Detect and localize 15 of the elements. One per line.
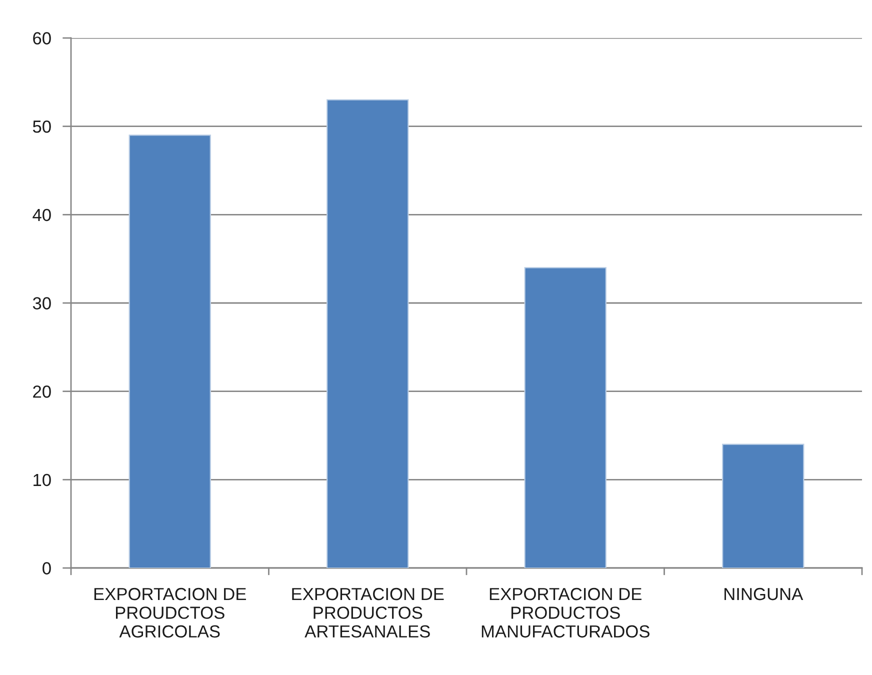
bar — [524, 267, 606, 568]
x-tick-label: NINGUNA — [724, 588, 804, 600]
y-tick-label: 20 — [33, 386, 51, 398]
y-tick-label: 50 — [32, 120, 51, 133]
y-tick-label: 10 — [34, 474, 51, 486]
bar — [722, 444, 804, 568]
y-tick-label: 0 — [42, 562, 51, 574]
y-tick-label: 40 — [32, 208, 51, 222]
x-tick-label: EXPORTACION DE PRODUCTOS MANUFACTURADOS — [482, 588, 650, 638]
x-tick-label: EXPORTACION DE PROUDCTOS AGRICOLAS — [94, 588, 246, 638]
y-tick-label: 30 — [32, 297, 51, 310]
bar — [326, 99, 409, 568]
bar — [128, 134, 211, 568]
x-tick-label: EXPORTACION DE PRODUCTOS ARTESANALES — [292, 588, 444, 638]
y-tick-label: 60 — [33, 32, 51, 44]
